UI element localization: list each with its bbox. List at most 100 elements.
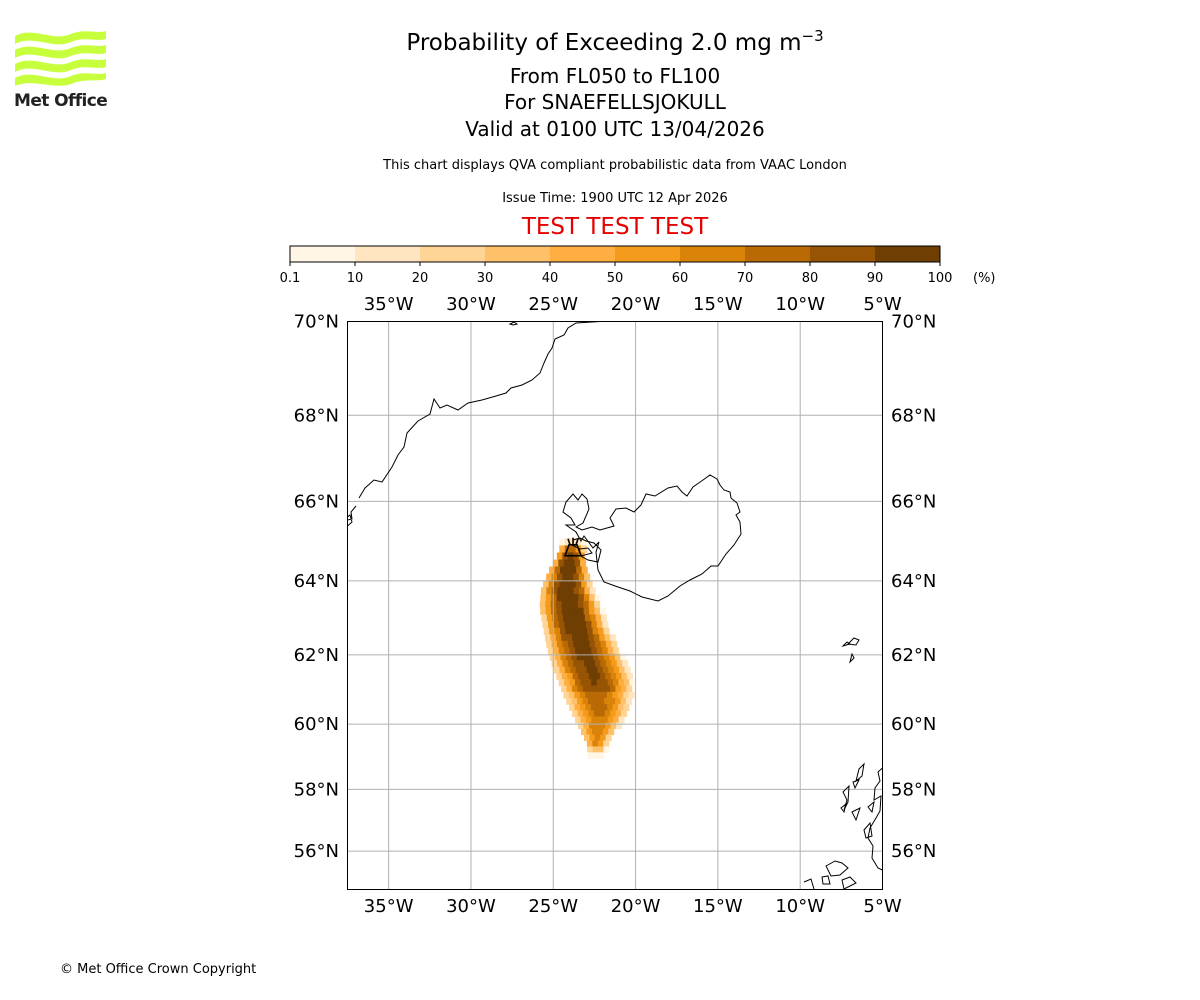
plume-cell	[569, 647, 576, 655]
plume-cell	[590, 614, 597, 622]
plume-cell	[595, 660, 602, 668]
plume-cell	[602, 679, 609, 687]
plume-cell	[567, 640, 574, 648]
colorbar-swatch	[420, 246, 486, 262]
scotland-coastline	[803, 762, 883, 890]
plume-cell	[563, 559, 570, 568]
plume-cell	[560, 627, 567, 635]
plume-cell	[603, 740, 610, 748]
plume-cell	[576, 627, 583, 635]
plume-cell	[597, 666, 604, 674]
plume-cell	[564, 647, 571, 655]
plume-cell	[605, 734, 612, 742]
plume-cell	[593, 653, 600, 661]
plume-cell	[559, 566, 566, 575]
plume-cell	[585, 679, 592, 687]
greenland-coastline	[347, 321, 601, 527]
plume-cell	[589, 587, 596, 595]
plume-cell	[611, 640, 618, 648]
plume-cell	[569, 679, 576, 687]
volcano-marker-icon	[563, 537, 583, 557]
plume-cell	[547, 621, 555, 629]
plume-cell	[594, 640, 602, 648]
plume-cell	[556, 672, 563, 680]
plume-cell	[542, 621, 549, 629]
plume-cell	[620, 653, 627, 661]
colorbar-swatch	[810, 246, 876, 262]
plume-cell	[586, 728, 593, 736]
latitude-label-left: 62°N	[294, 645, 339, 666]
plume-cell	[559, 580, 566, 588]
plume-cell	[581, 666, 588, 674]
plume-cell	[573, 660, 580, 668]
plume-cell	[565, 566, 572, 575]
plume-cell	[573, 587, 580, 595]
plume-cell	[579, 691, 586, 699]
plume-cell	[560, 653, 567, 661]
colorbar-tick-label: 20	[412, 271, 429, 286]
latitude-label-left: 68°N	[294, 405, 339, 426]
plume-cell	[545, 594, 552, 602]
plume-cell	[565, 627, 572, 635]
plume-cell	[549, 566, 556, 575]
plume-cell	[622, 660, 629, 668]
plume-cell	[540, 587, 548, 595]
longitude-label-top: 15°W	[693, 294, 743, 315]
plume-cell	[566, 634, 573, 642]
plume-cell	[610, 634, 617, 642]
plume-cell	[568, 691, 575, 699]
plume-cell	[575, 538, 582, 546]
plume-cell	[589, 607, 596, 616]
plume-cell	[598, 697, 605, 705]
plume-cell	[613, 679, 620, 687]
plume-cell	[598, 752, 605, 759]
plume-cell	[549, 653, 556, 661]
ash-probability-map: 35°W 35°W 30°W 30°W 25°W 25°W 20°W 20°W 15°W 15°W…	[294, 294, 937, 917]
plume-cell	[546, 640, 553, 648]
issue-time: Issue Time: 1900 UTC 12 Apr 2026	[502, 191, 728, 206]
plume-cell	[588, 672, 595, 680]
longitude-label-bottom: 25°W	[528, 896, 578, 917]
plume-cell	[583, 600, 590, 609]
plume-cell	[618, 679, 625, 687]
plume-cell	[615, 710, 622, 718]
colorbar-tick-label: 0.1	[280, 271, 301, 286]
plume-cell	[573, 640, 580, 648]
plume-cell	[584, 573, 591, 582]
plume-cell	[589, 594, 596, 602]
plume-cell	[587, 653, 594, 661]
plume-cell	[594, 722, 601, 730]
latitude-label-right: 70°N	[891, 312, 936, 333]
plume-cell	[553, 621, 560, 629]
colorbar-tick-label: 40	[542, 271, 559, 286]
plume-cell	[584, 587, 591, 595]
plume-cell	[592, 746, 599, 753]
plume-cell	[581, 728, 588, 736]
latitude-label-left: 56°N	[294, 841, 339, 862]
plume-cell	[577, 685, 584, 693]
plume-cell	[605, 672, 612, 680]
plume-cell	[626, 672, 633, 680]
plume-cell	[558, 679, 565, 687]
longitude-label-bottom: 20°W	[611, 896, 661, 917]
plume-cell	[574, 691, 581, 699]
plume-cell	[540, 607, 547, 616]
plume-cell	[577, 634, 584, 642]
plume-cell	[612, 691, 619, 699]
plume-cell	[582, 685, 589, 693]
plume-cell	[629, 679, 636, 687]
plume-cell	[599, 710, 606, 718]
plume-cell	[567, 573, 574, 582]
latitude-label-right: 66°N	[891, 491, 936, 512]
latitude-label-right: 56°N	[891, 841, 936, 862]
plume-cell	[608, 728, 615, 736]
plume-cell	[598, 746, 605, 753]
plume-cell	[574, 679, 582, 687]
plume-cell	[552, 614, 559, 622]
plume-cell	[576, 566, 583, 575]
plume-cell	[557, 587, 564, 595]
plume-cell	[595, 614, 602, 622]
plume-cell	[574, 559, 581, 568]
plume-cell	[573, 614, 580, 622]
plume-cell	[580, 647, 587, 655]
